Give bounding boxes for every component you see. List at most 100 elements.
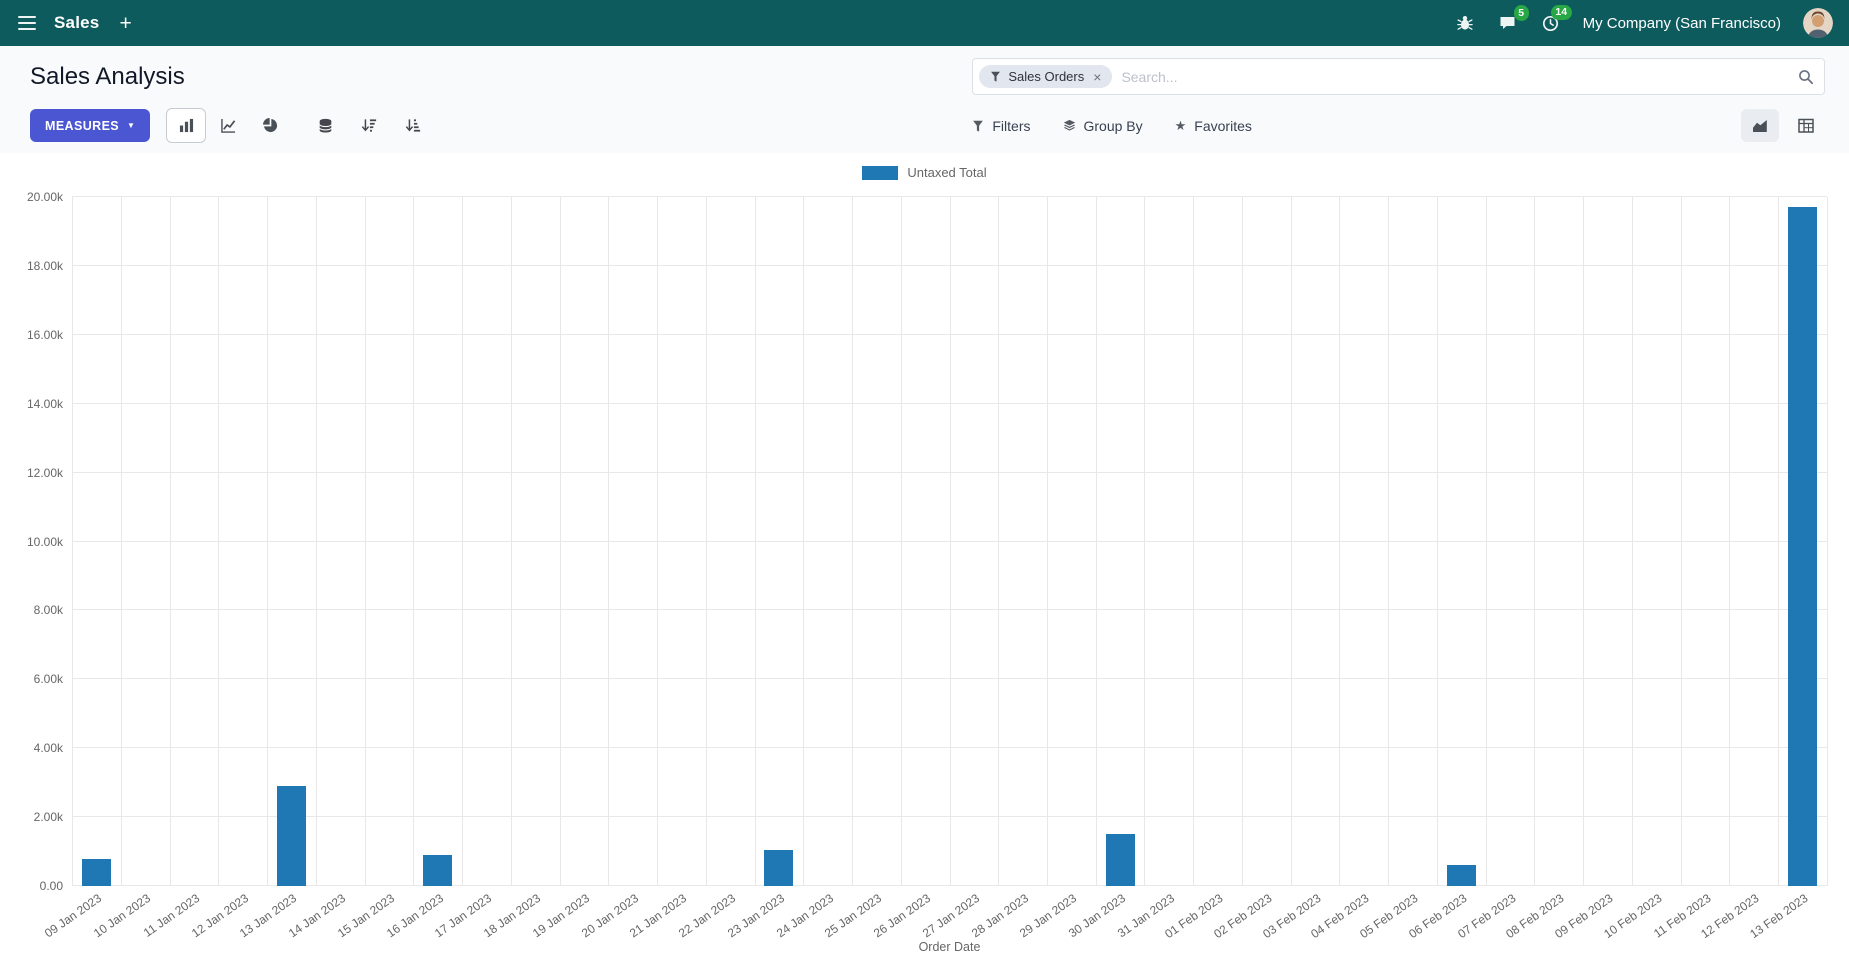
filter-funnel-icon bbox=[972, 120, 984, 132]
x-gridline bbox=[169, 197, 171, 886]
chart-bar[interactable] bbox=[1446, 864, 1476, 886]
chart-bar[interactable] bbox=[1105, 834, 1135, 886]
chart-bar[interactable] bbox=[81, 859, 111, 886]
star-icon: ★ bbox=[1174, 118, 1187, 133]
add-button[interactable]: + bbox=[115, 13, 135, 34]
x-gridline bbox=[705, 197, 707, 886]
filters-label: Filters bbox=[992, 117, 1031, 134]
chart-legend[interactable]: Untaxed Total bbox=[0, 165, 1849, 180]
x-gridline bbox=[1242, 197, 1243, 886]
x-gridline bbox=[1680, 197, 1682, 886]
y-gridline bbox=[72, 196, 1827, 197]
apps-menu-button[interactable] bbox=[16, 14, 38, 32]
layers-icon bbox=[1063, 119, 1076, 132]
y-tick-label: 6.00k bbox=[33, 672, 63, 687]
y-tick-label: 8.00k bbox=[33, 603, 63, 618]
x-gridline bbox=[851, 197, 853, 886]
x-gridline bbox=[510, 197, 512, 886]
bug-icon bbox=[1456, 15, 1473, 31]
caret-down-icon: ▼ bbox=[127, 120, 136, 130]
pie-chart-button[interactable] bbox=[250, 108, 290, 143]
user-avatar[interactable] bbox=[1803, 8, 1833, 38]
y-tick-label: 10.00k bbox=[26, 534, 63, 549]
x-axis-title: Order Date bbox=[918, 940, 981, 954]
y-tick-label: 0.00 bbox=[39, 879, 63, 893]
y-tick-label: 14.00k bbox=[26, 396, 63, 411]
hamburger-icon bbox=[18, 16, 36, 30]
x-gridline bbox=[1729, 197, 1731, 886]
stacked-toggle-button[interactable] bbox=[308, 110, 342, 142]
activities-button[interactable]: 14 bbox=[1540, 4, 1572, 34]
chart-options bbox=[308, 110, 430, 142]
y-tick-label: 2.00k bbox=[33, 810, 63, 825]
y-tick-label: 12.00k bbox=[26, 465, 63, 480]
top-navbar: Sales + 5 14 My Company (San Fran bbox=[0, 0, 1849, 46]
messages-button[interactable]: 5 bbox=[1497, 5, 1529, 33]
sort-ascending-button[interactable] bbox=[396, 110, 430, 142]
x-gridline bbox=[656, 197, 658, 886]
search-input[interactable] bbox=[1121, 68, 1789, 85]
favorites-button[interactable]: ★ Favorites bbox=[1175, 118, 1252, 134]
y-tick-label: 4.00k bbox=[33, 741, 63, 756]
control-panel: Sales Analysis Sales Orders × MEASURES ▼ bbox=[0, 46, 1849, 153]
search-facet[interactable]: Sales Orders × bbox=[979, 65, 1113, 88]
group-by-button[interactable]: Group By bbox=[1063, 118, 1143, 134]
group-by-label: Group By bbox=[1083, 117, 1143, 134]
filters-button[interactable]: Filters bbox=[972, 117, 1031, 134]
x-gridline bbox=[1339, 197, 1341, 886]
x-gridline bbox=[1485, 197, 1487, 886]
company-switcher[interactable]: My Company (San Francisco) bbox=[1582, 14, 1781, 32]
x-gridline bbox=[608, 197, 610, 886]
chat-bubble-icon bbox=[1499, 15, 1516, 31]
sort-asc-icon bbox=[405, 118, 421, 133]
y-tick-label: 18.00k bbox=[26, 258, 63, 273]
sort-descending-button[interactable] bbox=[352, 110, 386, 142]
chart-bar[interactable] bbox=[1788, 207, 1818, 886]
x-gridline bbox=[364, 197, 366, 886]
chart-type-switcher bbox=[166, 108, 290, 143]
pie-chart-icon bbox=[262, 118, 278, 133]
x-gridline bbox=[120, 197, 122, 886]
x-gridline bbox=[1827, 197, 1828, 886]
x-gridline bbox=[1193, 197, 1195, 886]
x-gridline bbox=[1437, 197, 1438, 886]
facet-label: Sales Orders bbox=[1008, 69, 1085, 84]
search-bar[interactable]: Sales Orders × bbox=[972, 58, 1825, 95]
x-gridline bbox=[803, 197, 805, 886]
x-gridline bbox=[413, 197, 415, 886]
x-gridline bbox=[1534, 197, 1536, 886]
messages-badge: 5 bbox=[1513, 5, 1529, 21]
search-icon[interactable] bbox=[1798, 69, 1814, 85]
x-gridline bbox=[1778, 197, 1780, 886]
measures-label: MEASURES bbox=[45, 118, 120, 133]
chart-bar[interactable] bbox=[423, 855, 453, 886]
pivot-view-button[interactable] bbox=[1787, 109, 1825, 142]
x-gridline bbox=[1047, 197, 1048, 886]
debug-bug-button[interactable] bbox=[1455, 13, 1475, 33]
facet-remove-button[interactable]: × bbox=[1093, 68, 1102, 85]
favorites-label: Favorites bbox=[1194, 117, 1252, 134]
x-gridline bbox=[461, 197, 463, 886]
x-gridline bbox=[1095, 197, 1097, 886]
legend-label: Untaxed Total bbox=[907, 165, 987, 180]
line-chart-button[interactable] bbox=[208, 108, 248, 143]
sort-desc-icon bbox=[361, 118, 377, 133]
measures-button[interactable]: MEASURES ▼ bbox=[30, 109, 151, 142]
x-gridline bbox=[949, 197, 951, 886]
graph-view-button[interactable] bbox=[1741, 109, 1779, 142]
x-gridline bbox=[315, 197, 317, 886]
bar-chart-icon bbox=[179, 118, 194, 133]
chart-bar[interactable] bbox=[764, 849, 794, 886]
x-gridline bbox=[1144, 197, 1146, 886]
activities-badge: 14 bbox=[1550, 4, 1572, 20]
pivot-grid-icon bbox=[1797, 118, 1815, 134]
app-name[interactable]: Sales bbox=[54, 13, 100, 32]
chart-bar[interactable] bbox=[276, 786, 306, 886]
view-switcher bbox=[1741, 109, 1825, 142]
y-tick-label: 16.00k bbox=[26, 327, 63, 342]
x-gridline bbox=[900, 197, 902, 886]
x-gridline bbox=[754, 197, 756, 886]
bar-chart-button[interactable] bbox=[166, 108, 207, 143]
plot-area: 0.00 2.00k 4.00k 6.00k 8.00k 10.00k 12.00k 14.0… bbox=[27, 190, 1828, 941]
x-gridline bbox=[998, 197, 1000, 886]
